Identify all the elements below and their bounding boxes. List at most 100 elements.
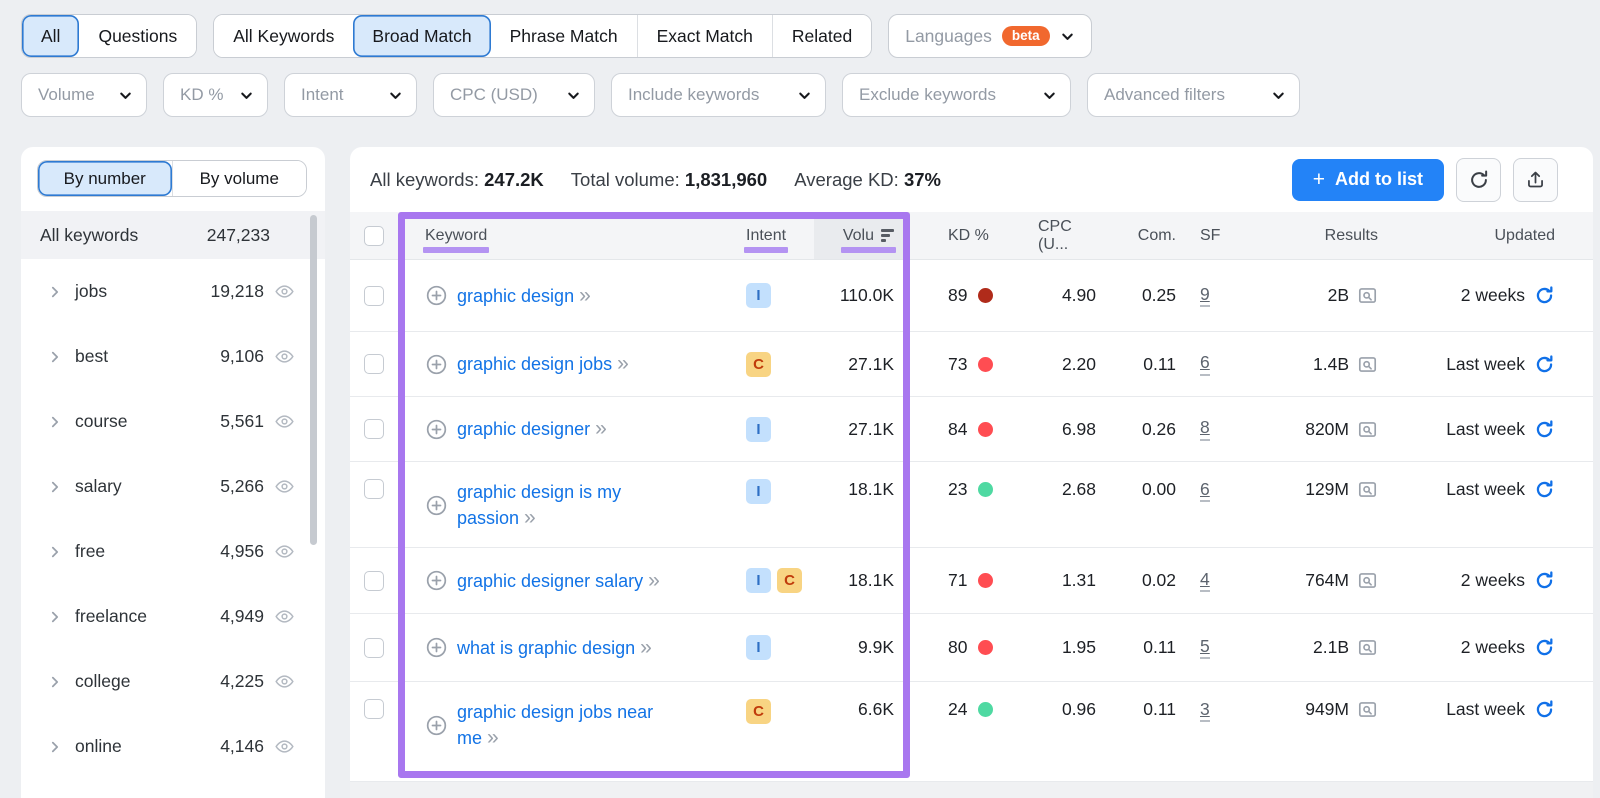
eye-icon[interactable] <box>274 671 295 692</box>
column-header-volume[interactable]: Volu <box>840 227 897 253</box>
sidebar-item-online[interactable]: online 4,146 <box>21 714 325 779</box>
column-header-results[interactable]: Results <box>1324 226 1378 244</box>
serp-features-count[interactable]: 8 <box>1200 417 1210 441</box>
select-all-checkbox[interactable] <box>364 225 384 246</box>
serp-features-count[interactable]: 9 <box>1200 284 1210 308</box>
chevron-right-icon[interactable] <box>48 285 62 299</box>
serp-features-count[interactable]: 5 <box>1200 636 1210 660</box>
column-header-kd[interactable]: KD % <box>948 226 989 244</box>
refresh-metrics-icon[interactable] <box>1534 419 1555 440</box>
row-checkbox[interactable] <box>364 479 384 499</box>
refresh-metrics-icon[interactable] <box>1534 354 1555 375</box>
keyword-link[interactable]: what is graphic design <box>457 637 636 658</box>
column-header-sf[interactable]: SF <box>1200 226 1221 244</box>
filter-advanced-filters[interactable]: Advanced filters <box>1087 73 1300 117</box>
eye-icon[interactable] <box>274 411 295 432</box>
filter-volume[interactable]: Volume <box>21 73 147 117</box>
open-keyword-icon[interactable]: » <box>640 635 652 659</box>
sidebar-item-college[interactable]: college 4,225 <box>21 649 325 714</box>
serp-preview-icon[interactable] <box>1357 419 1378 440</box>
row-checkbox[interactable] <box>364 419 384 439</box>
filter-intent[interactable]: Intent <box>284 73 417 117</box>
column-header-intent[interactable]: Intent <box>743 226 789 253</box>
chevron-right-icon[interactable] <box>48 350 62 364</box>
chevron-right-icon[interactable] <box>48 610 62 624</box>
row-checkbox[interactable] <box>364 637 384 658</box>
serp-features-count[interactable]: 4 <box>1200 569 1210 593</box>
add-keyword-icon[interactable] <box>425 714 448 737</box>
languages-dropdown[interactable]: Languages beta <box>888 14 1092 58</box>
chevron-right-icon[interactable] <box>48 545 62 559</box>
add-keyword-icon[interactable] <box>425 353 448 376</box>
filter-include-keywords[interactable]: Include keywords <box>611 73 826 117</box>
row-checkbox[interactable] <box>364 570 384 591</box>
eye-icon[interactable] <box>274 606 295 627</box>
sidebar-item-jobs[interactable]: jobs 19,218 <box>21 259 325 324</box>
tab-related[interactable]: Related <box>771 15 872 57</box>
refresh-metrics-icon[interactable] <box>1534 699 1555 720</box>
tab-all[interactable]: All <box>22 15 80 57</box>
chevron-right-icon[interactable] <box>48 415 62 429</box>
column-header-cpc[interactable]: CPC (U... <box>1038 217 1072 253</box>
sidebar-item-course[interactable]: course 5,561 <box>21 389 325 454</box>
open-keyword-icon[interactable]: » <box>617 352 629 375</box>
tab-all-keywords[interactable]: All Keywords <box>214 15 354 57</box>
keyword-link[interactable]: graphic design jobs <box>457 354 613 374</box>
sidebar-item-salary[interactable]: salary 5,266 <box>21 454 325 519</box>
serp-features-count[interactable]: 6 <box>1200 479 1210 503</box>
chevron-right-icon[interactable] <box>48 740 62 754</box>
eye-icon[interactable] <box>274 346 295 367</box>
column-header-com[interactable]: Com. <box>1137 226 1176 244</box>
add-to-list-button[interactable]: + Add to list <box>1291 158 1444 201</box>
eye-icon[interactable] <box>274 541 295 562</box>
chevron-right-icon[interactable] <box>48 480 62 494</box>
serp-preview-icon[interactable] <box>1357 354 1378 375</box>
refresh-metrics-icon[interactable] <box>1534 285 1555 306</box>
open-keyword-icon[interactable]: » <box>648 568 660 592</box>
sidebar-item-freelance[interactable]: freelance 4,949 <box>21 584 325 649</box>
open-keyword-icon[interactable]: » <box>524 506 536 529</box>
refresh-metrics-icon[interactable] <box>1534 570 1555 591</box>
filter-kd[interactable]: KD % <box>163 73 268 117</box>
serp-preview-icon[interactable] <box>1357 479 1378 500</box>
eye-icon[interactable] <box>274 476 295 497</box>
filter-cpc-usd[interactable]: CPC (USD) <box>433 73 595 117</box>
row-checkbox[interactable] <box>364 699 384 719</box>
row-checkbox[interactable] <box>364 285 384 306</box>
tab-questions[interactable]: Questions <box>79 15 197 57</box>
refresh-button[interactable] <box>1456 157 1501 202</box>
open-keyword-icon[interactable]: » <box>595 417 607 440</box>
keyword-link[interactable]: graphic design jobs near me <box>457 702 654 748</box>
sidebar-tab-by-volume[interactable]: By volume <box>171 161 306 196</box>
sidebar-scrollbar[interactable] <box>310 215 317 545</box>
eye-icon[interactable] <box>274 281 295 302</box>
keyword-link[interactable]: graphic design is my passion <box>457 482 622 528</box>
tab-exact-match[interactable]: Exact Match <box>636 15 772 57</box>
keyword-link[interactable]: graphic designer <box>457 419 591 439</box>
serp-preview-icon[interactable] <box>1357 637 1378 658</box>
add-keyword-icon[interactable] <box>425 636 448 659</box>
keyword-link[interactable]: graphic designer salary <box>457 570 644 591</box>
refresh-metrics-icon[interactable] <box>1534 479 1555 500</box>
serp-preview-icon[interactable] <box>1357 285 1378 306</box>
add-keyword-icon[interactable] <box>425 494 448 517</box>
serp-preview-icon[interactable] <box>1357 699 1378 720</box>
open-keyword-icon[interactable]: » <box>487 726 499 749</box>
sidebar-item-best[interactable]: best 9,106 <box>21 324 325 389</box>
eye-icon[interactable] <box>274 736 295 757</box>
sidebar-tab-by-number[interactable]: By number <box>38 161 172 196</box>
serp-features-count[interactable]: 3 <box>1200 699 1210 723</box>
refresh-metrics-icon[interactable] <box>1534 637 1555 658</box>
column-header-keyword[interactable]: Keyword <box>422 226 490 253</box>
serp-features-count[interactable]: 6 <box>1200 352 1210 376</box>
add-keyword-icon[interactable] <box>425 418 448 441</box>
tab-broad-match[interactable]: Broad Match <box>353 15 491 57</box>
serp-preview-icon[interactable] <box>1357 570 1378 591</box>
tab-phrase-match[interactable]: Phrase Match <box>490 15 637 57</box>
column-header-updated[interactable]: Updated <box>1494 226 1556 244</box>
row-checkbox[interactable] <box>364 354 384 374</box>
chevron-right-icon[interactable] <box>48 675 62 689</box>
add-keyword-icon[interactable] <box>425 569 448 592</box>
add-keyword-icon[interactable] <box>425 284 448 307</box>
sidebar-item-all-keywords[interactable]: All keywords 247,233 <box>21 211 325 259</box>
